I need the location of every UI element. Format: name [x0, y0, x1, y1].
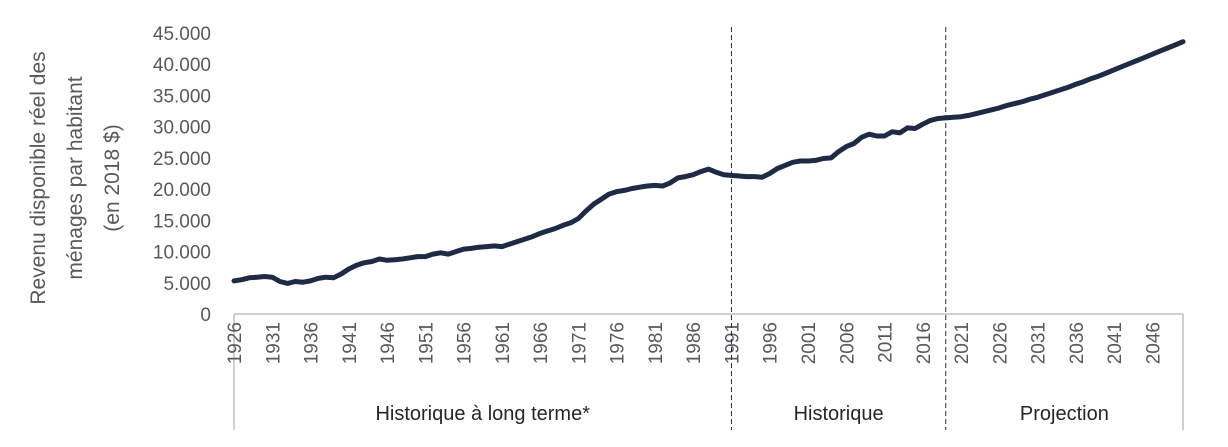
x-tick-label: 2016 [914, 322, 935, 364]
segment-label: Historique [794, 403, 884, 425]
y-tick-label: 5.000 [163, 274, 211, 295]
y-tick-label: 25.000 [153, 149, 211, 170]
y-tick-label: 20.000 [153, 180, 211, 201]
x-tick-label: 2006 [837, 322, 858, 364]
x-tick-label: 2046 [1143, 322, 1164, 364]
y-axis-title: Revenu disponible réel des ménages par ha… [27, 51, 124, 304]
x-tick-label: 2001 [799, 322, 820, 364]
y-tick-label: 0 [200, 305, 211, 326]
x-tick-label: 1996 [761, 322, 782, 364]
segment-label: Projection [1020, 403, 1109, 425]
x-tick-label: 1991 [722, 322, 743, 364]
x-tick-label: 2011 [876, 322, 897, 363]
x-tick-label: 1956 [455, 322, 476, 364]
y-tick-label: 45.000 [153, 24, 211, 45]
x-axis: 1926 1931 1936 1941 1946 1951 1956 1961 1966 1971… [225, 313, 1184, 430]
y-tick-label: 15.000 [153, 211, 211, 232]
x-tick-label: 1926 [225, 322, 246, 364]
x-tick-label: 1971 [569, 322, 590, 364]
x-tick-label: 2041 [1105, 322, 1126, 364]
y-tick-label: 30.000 [153, 118, 211, 139]
y-axis-title-line: ménages par habitant [64, 76, 87, 279]
y-axis-ticks: 0 5.000 10.000 15.000 20.000 25.000 30.000 35.0… [153, 24, 211, 326]
x-tick-label: 1931 [263, 322, 284, 364]
x-tick-label: 1961 [493, 322, 514, 364]
y-axis-label: Revenu disponible réel des ménages par ha… [27, 51, 124, 304]
x-tick-label: 2021 [952, 322, 973, 364]
plot-area [231, 39, 1186, 286]
y-axis-title-line: (en 2018 $) [101, 124, 124, 231]
x-tick-label: 1966 [531, 322, 552, 364]
x-tick-label: 1946 [378, 322, 399, 364]
x-tick-label: 2031 [1029, 322, 1050, 364]
y-axis-title-line: Revenu disponible réel des [27, 51, 50, 304]
y-tick-label: 40.000 [153, 55, 211, 76]
x-tick-label: 1941 [340, 322, 361, 364]
y-tick-label: 35.000 [153, 86, 211, 107]
segment-dividers [730, 27, 947, 430]
x-tick-label: 1986 [684, 322, 705, 364]
y-tick-label: 10.000 [153, 243, 211, 264]
series-line [231, 39, 1186, 286]
x-tick-label: 1936 [302, 322, 323, 364]
x-tick-label: 1951 [416, 322, 437, 364]
x-tick-label: 1981 [646, 322, 667, 364]
segment-label: Historique à long terme* [375, 403, 590, 425]
x-tick-label: 2026 [990, 322, 1011, 364]
x-tick-label: 1976 [608, 322, 629, 364]
x-tick-label: 2036 [1067, 322, 1088, 364]
segment-labels: Historique à long terme* Historique Projec… [375, 403, 1108, 425]
